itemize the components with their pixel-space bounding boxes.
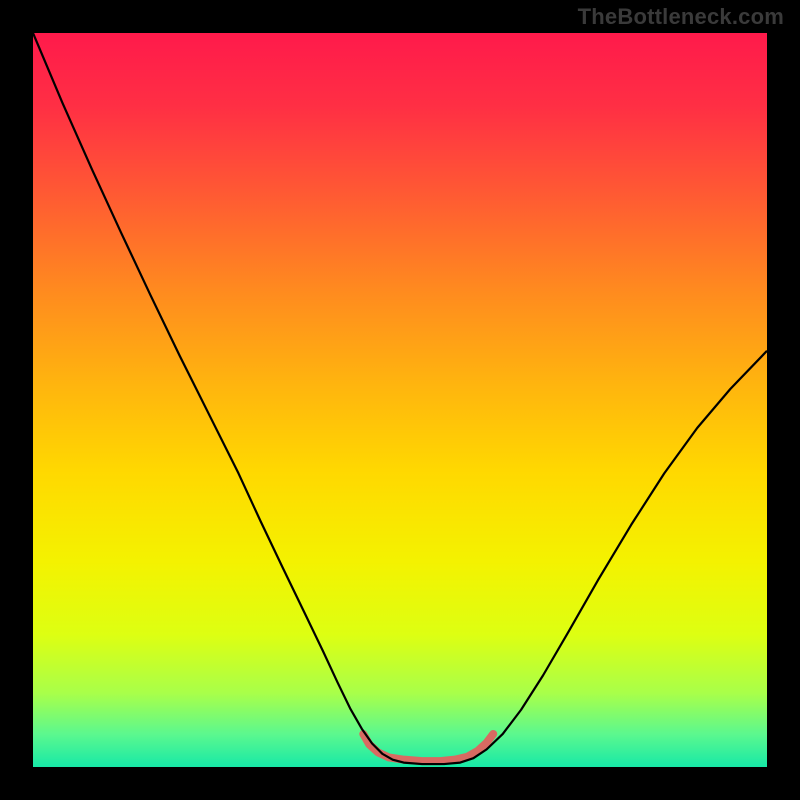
- watermark-text: TheBottleneck.com: [578, 4, 784, 30]
- figure-root: TheBottleneck.com: [0, 0, 800, 800]
- bottleneck-curve: [33, 33, 767, 764]
- curve-layer: [33, 33, 767, 767]
- plot-area: [33, 33, 767, 767]
